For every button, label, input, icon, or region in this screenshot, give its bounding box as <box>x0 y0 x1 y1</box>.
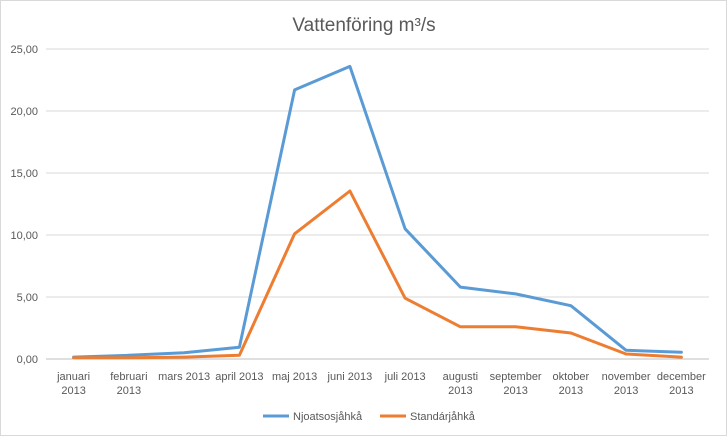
series-lines <box>72 64 683 360</box>
x-tick-label: maj 2013 <box>272 371 317 383</box>
x-tick-label-line: mars 2013 <box>158 371 210 383</box>
x-tick-label-line: september <box>490 371 542 383</box>
x-tick-label: augusti 2013 <box>443 371 478 397</box>
y-tick-label: 10,00 <box>10 230 38 242</box>
x-tick-label: juli 2013 <box>384 371 426 383</box>
y-tick-label: 5,00 <box>17 292 38 304</box>
x-tick-label-line: 2013 <box>669 385 693 397</box>
x-tick-label-line: augusti <box>443 371 478 383</box>
x-tick-label: januari 2013 <box>56 371 90 397</box>
series-line-1 <box>72 189 683 360</box>
x-tick-label: oktober 2013 <box>553 371 590 397</box>
x-tick-label: mars 2013 <box>158 371 210 383</box>
x-tick-label-line: oktober <box>553 371 590 383</box>
legend-label: Njoatsosjåhkå <box>293 411 363 423</box>
x-tick-label: april 2013 <box>215 371 263 383</box>
x-tick-label-line: februari <box>110 371 147 383</box>
x-tick-label-line: november <box>602 371 651 383</box>
legend-label: Standárjåhkå <box>410 411 476 423</box>
x-tick-label-line: januari <box>56 371 90 383</box>
x-tick-label-line: 2013 <box>614 385 638 397</box>
legend: Njoatsosjåhkå Standárjåhkå <box>263 411 476 423</box>
x-axis-ticks: januari 2013 februari 2013 mars 2013 april 20… <box>56 371 706 397</box>
y-tick-label: 0,00 <box>17 354 38 366</box>
x-tick-label-line: december <box>657 371 706 383</box>
series-line-0 <box>72 64 683 359</box>
chart-title: Vattenföring m³/s <box>292 15 435 36</box>
y-tick-label: 25,00 <box>10 44 38 56</box>
x-tick-label-line: 2013 <box>559 385 583 397</box>
x-tick-label-line: juni 2013 <box>327 371 373 383</box>
x-tick-label: november 2013 <box>602 371 651 397</box>
x-tick-label: september 2013 <box>490 371 542 397</box>
x-tick-label-line: 2013 <box>117 385 141 397</box>
gridlines <box>46 48 709 360</box>
x-tick-label: februari 2013 <box>110 371 147 397</box>
x-tick-label-line: juli 2013 <box>384 371 426 383</box>
x-tick-label-line: maj 2013 <box>272 371 317 383</box>
x-tick-label-line: april 2013 <box>215 371 263 383</box>
x-tick-label-line: 2013 <box>61 385 85 397</box>
x-tick-label-line: 2013 <box>448 385 472 397</box>
y-tick-label: 15,00 <box>10 168 38 180</box>
y-tick-label: 20,00 <box>10 106 38 118</box>
x-tick-label: december 2013 <box>657 371 706 397</box>
y-axis-ticks: 0,00 5,00 10,00 15,00 20,00 25,00 <box>10 44 38 366</box>
x-tick-label-line: 2013 <box>503 385 527 397</box>
x-tick-label: juni 2013 <box>327 371 373 383</box>
